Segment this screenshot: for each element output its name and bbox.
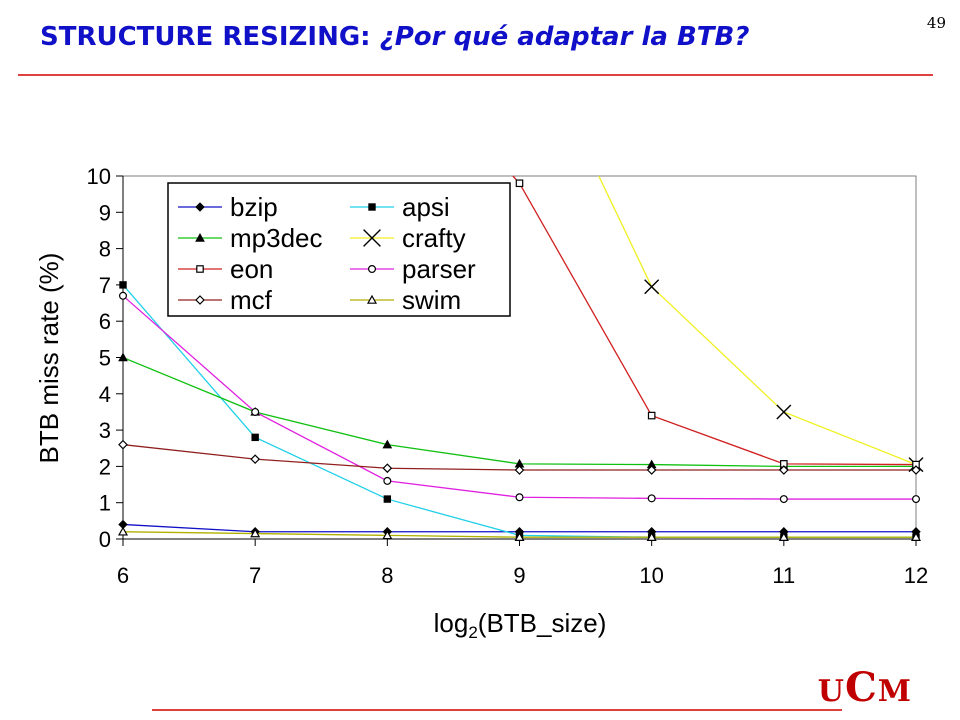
y-axis-label: BTB miss rate (%) (34, 253, 64, 464)
slide-title-subtitle: ¿Por qué adaptar la BTB? (379, 22, 750, 52)
legend-marker (368, 203, 376, 211)
x-tick-label: 7 (249, 563, 261, 588)
x-tick-label: 12 (904, 563, 928, 588)
legend-label: eon (230, 254, 273, 284)
y-tick-label: 5 (99, 346, 111, 371)
x-tick-label: 9 (513, 563, 525, 588)
legend-label: apsi (402, 192, 450, 222)
y-tick-label: 4 (99, 382, 111, 407)
data-point-parser (118, 291, 127, 300)
legend-box (167, 182, 511, 317)
legend-entry-swim: swim (350, 285, 461, 315)
legend-marker (368, 265, 377, 274)
x-tick-label: 6 (117, 563, 129, 588)
legend-entry-mcf: mcf (178, 285, 273, 315)
data-point-mcf (250, 454, 261, 464)
series-line-crafty-offscale (598, 175, 653, 287)
data-point-swim (910, 531, 922, 541)
data-point-parser (647, 494, 656, 503)
data-point-mcf (646, 465, 657, 475)
x-tick-label: 10 (639, 563, 663, 588)
data-point-parser (383, 476, 392, 485)
x-tick-label: 8 (381, 563, 393, 588)
data-point-swim (250, 528, 261, 538)
legend-entry-crafty: crafty (350, 223, 466, 253)
data-point-apsi (383, 495, 392, 503)
y-tick-label: 1 (99, 491, 111, 516)
slide-title-main: STRUCTURE RESIZING: (40, 22, 380, 52)
y-tick-label: 2 (99, 454, 111, 479)
y-tick-label: 10 (87, 164, 111, 189)
y-tick-label: 3 (99, 418, 111, 443)
legend-label: bzip (230, 192, 278, 222)
legend-marker (196, 265, 204, 273)
data-point-crafty (776, 404, 792, 420)
legend-label: swim (402, 285, 461, 315)
y-axis-ticks: 0 1 2 3 4 5 6 7 8 9 10 (87, 164, 123, 552)
data-point-parser (779, 495, 788, 504)
y-tick-label: 8 (99, 237, 111, 262)
legend-marker (363, 229, 381, 247)
legend-entry-bzip: bzip (178, 192, 278, 222)
y-tick-label: 0 (99, 527, 111, 552)
data-point-mp3dec (382, 439, 393, 449)
ucm-logo: UCM (817, 664, 912, 711)
data-point-crafty (644, 279, 660, 295)
data-point-swim (514, 531, 525, 541)
title-divider (18, 74, 933, 76)
legend-label: parser (402, 254, 476, 284)
x-axis-label: log2(BTB_size) (434, 608, 607, 642)
data-point-apsi (119, 281, 127, 289)
page-number: 49 (926, 14, 946, 32)
data-point-eon (515, 179, 524, 188)
slide-title: STRUCTURE RESIZING: ¿Por qué adaptar la … (40, 22, 749, 52)
series-markers (117, 179, 924, 541)
data-point-swim (778, 531, 789, 541)
data-point-parser (515, 493, 524, 502)
data-point-parser (251, 407, 260, 416)
legend: bzip apsi mp3dec crafty eon parser mcf swim (167, 182, 511, 317)
data-point-mcf (118, 439, 128, 450)
legend-label: crafty (402, 223, 466, 253)
data-point-mcf (514, 465, 525, 475)
data-point-parser (911, 495, 920, 504)
legend-entry-apsi: apsi (350, 192, 450, 222)
x-tick-label: 11 (772, 563, 795, 588)
footer-divider (152, 709, 842, 711)
legend-entry-mp3dec: mp3dec (178, 223, 323, 253)
y-tick-label: 6 (99, 309, 111, 334)
legend-marker (195, 232, 205, 242)
legend-marker (366, 294, 378, 304)
data-point-swim (117, 526, 129, 536)
data-point-mp3dec (118, 352, 128, 362)
data-point-swim (382, 530, 393, 540)
data-point-mcf (911, 465, 921, 475)
y-tick-label: 7 (99, 273, 111, 298)
data-point-mcf (382, 463, 393, 474)
legend-entry-parser: parser (350, 254, 476, 284)
legend-label: mp3dec (230, 223, 323, 253)
data-point-eon (647, 411, 656, 420)
series-line-eon (518, 182, 917, 466)
legend-entry-eon: eon (178, 254, 273, 284)
y-tick-label: 9 (99, 200, 111, 225)
legend-marker (195, 202, 205, 212)
legend-label: mcf (230, 285, 273, 315)
x-axis-ticks: 6 7 8 9 10 11 12 (117, 539, 928, 588)
data-point-apsi (251, 433, 259, 442)
data-point-mcf (778, 465, 789, 475)
data-point-swim (646, 531, 657, 541)
legend-marker (195, 295, 205, 305)
